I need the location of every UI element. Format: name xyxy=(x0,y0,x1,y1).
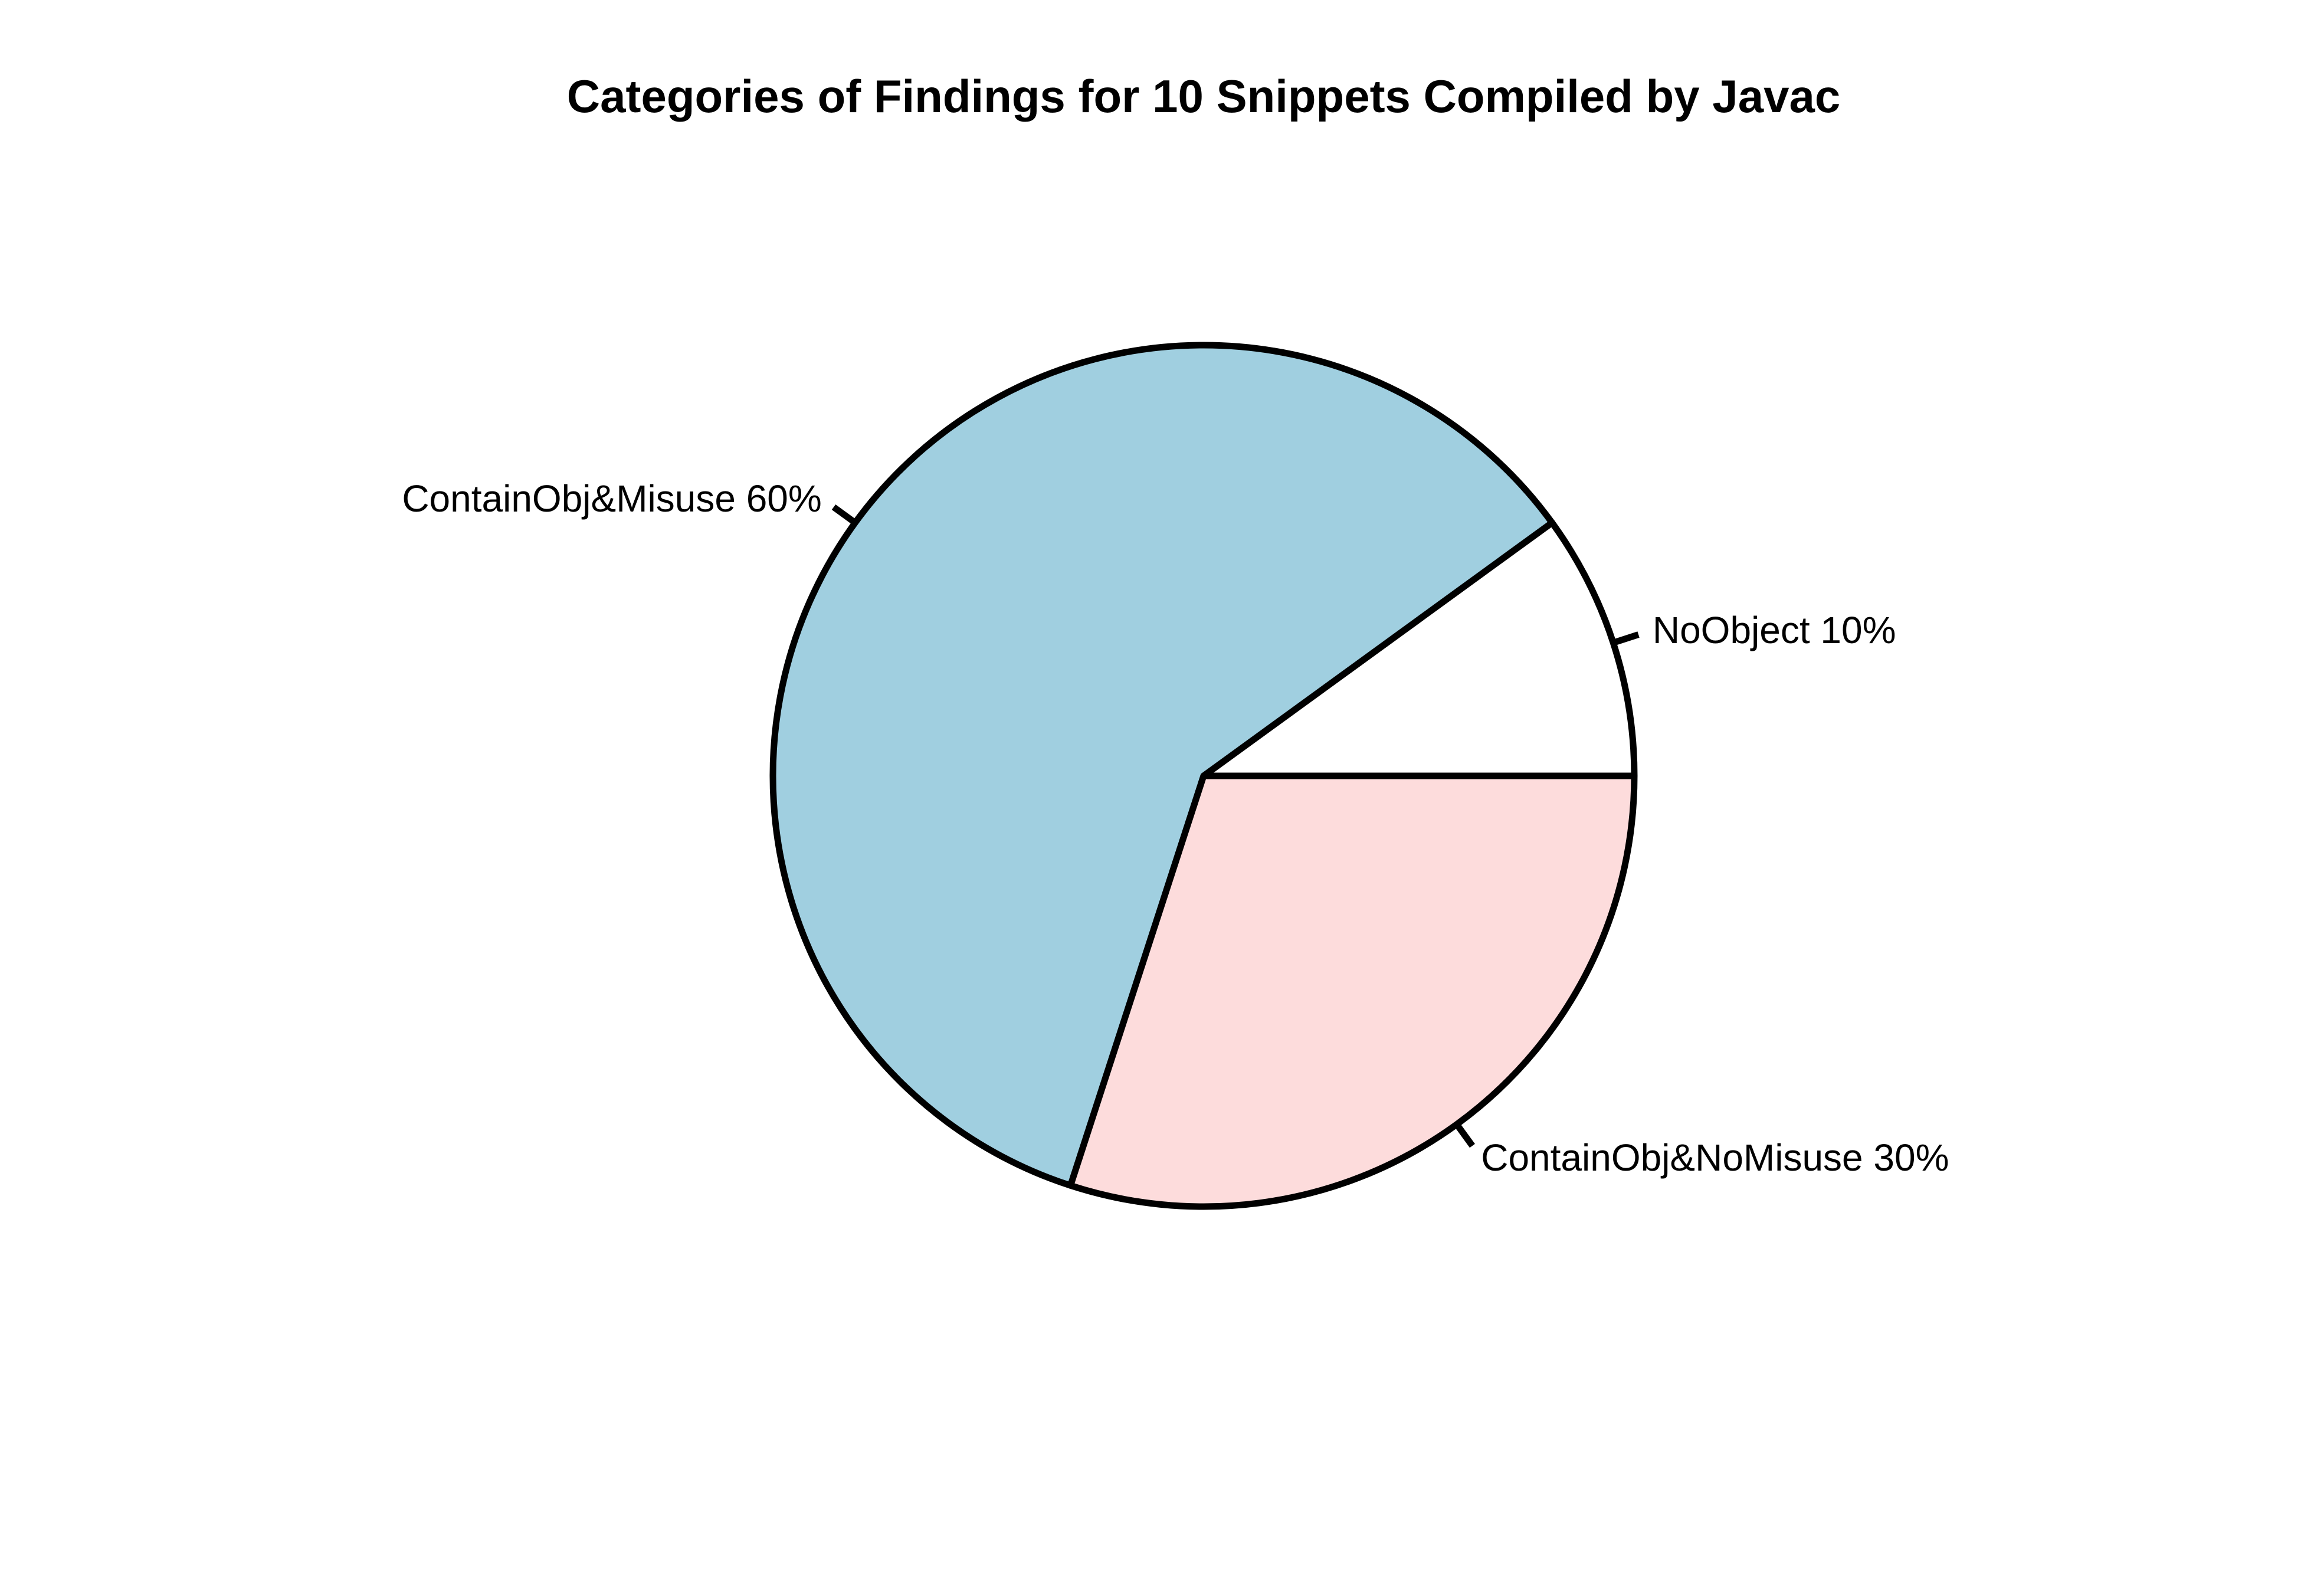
label-tick xyxy=(1613,635,1638,643)
label-tick xyxy=(834,507,855,522)
pie-slices xyxy=(773,345,1634,1207)
slice-label: NoObject 10% xyxy=(1653,609,1896,651)
chart-title: Categories of Findings for 10 Snippets C… xyxy=(567,70,1840,122)
slice-label: ContainObj&NoMisuse 30% xyxy=(1481,1136,1949,1179)
label-tick xyxy=(1457,1125,1472,1146)
slice-label: ContainObj&Misuse 60% xyxy=(402,477,821,520)
